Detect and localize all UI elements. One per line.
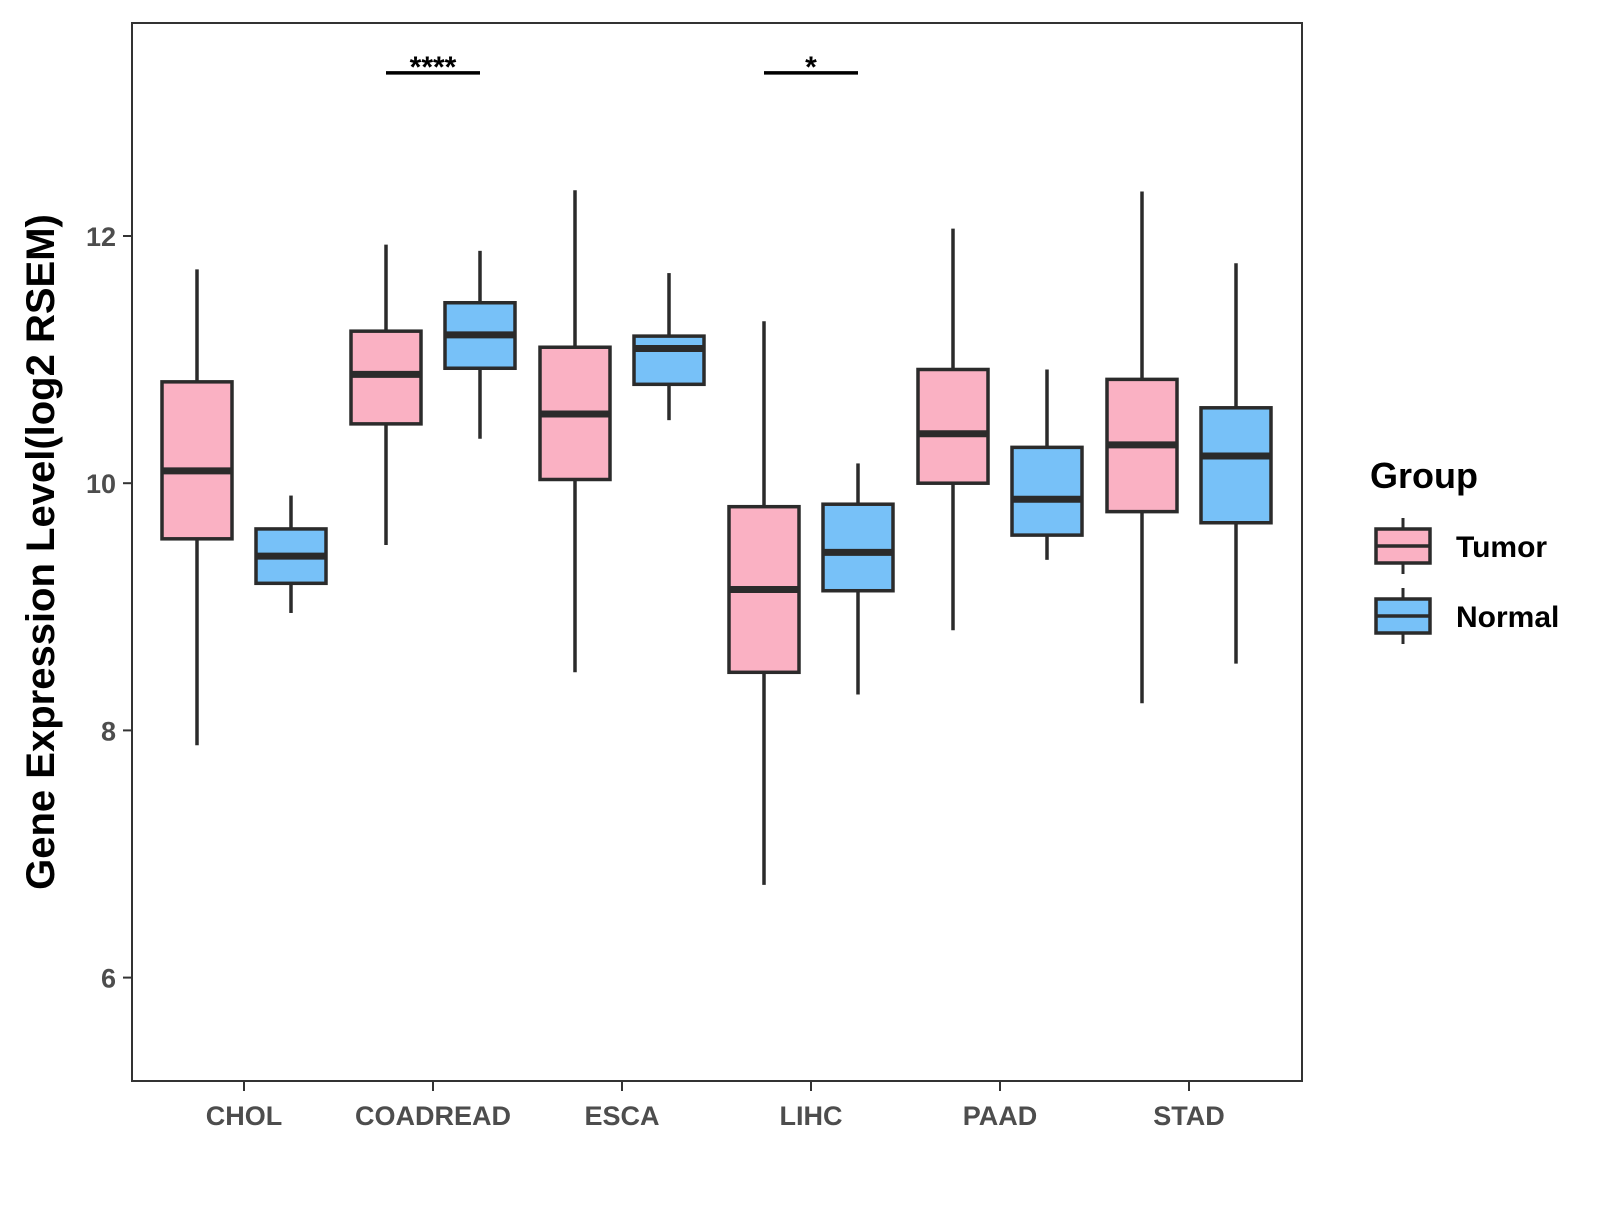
box-normal-paad — [1010, 369, 1084, 560]
legend-label-normal: Normal — [1456, 601, 1559, 634]
box-body — [1010, 445, 1084, 537]
box-tumor-coadread — [349, 244, 423, 545]
box-tumor-stad — [1105, 191, 1179, 704]
legend-key-normal — [1374, 588, 1432, 644]
significance-label: **** — [410, 51, 457, 84]
box-normal-stad — [1199, 263, 1273, 664]
x-tick-label: PAAD — [963, 1101, 1038, 1131]
y-tick-label: 12 — [86, 222, 116, 252]
box-tumor-lihc — [727, 321, 801, 885]
box-normal-lihc — [821, 463, 895, 695]
box-normal-esca — [632, 273, 706, 421]
y-axis: 6 8 10 12 — [86, 222, 132, 994]
box-body — [916, 367, 990, 485]
box-body — [821, 502, 895, 593]
box-normal-chol — [254, 495, 328, 613]
box-tumor-chol — [160, 269, 234, 746]
legend-title: Group — [1370, 455, 1478, 496]
x-axis: CHOL COADREAD ESCA LIHC PAAD STAD — [206, 1081, 1225, 1131]
x-tick-label: COADREAD — [355, 1101, 511, 1131]
x-tick-label: ESCA — [584, 1101, 659, 1131]
x-tick-label: CHOL — [206, 1101, 283, 1131]
box-tumor-paad — [916, 228, 990, 631]
box-normal-coadread — [443, 250, 517, 439]
y-tick-label: 6 — [101, 964, 116, 994]
annotations-layer: **** * — [386, 51, 858, 84]
box-tumor-esca — [538, 190, 612, 673]
box-body — [1199, 406, 1273, 525]
y-tick-label: 10 — [86, 469, 116, 499]
legend-label-tumor: Tumor — [1456, 531, 1547, 564]
x-tick-label: STAD — [1153, 1101, 1225, 1131]
legend-key-tumor — [1374, 518, 1432, 574]
y-axis-title: Gene Expression Level(log2 RSEM) — [19, 214, 63, 890]
y-tick-label: 8 — [101, 716, 116, 746]
significance-label: * — [805, 51, 817, 84]
x-tick-label: LIHC — [780, 1101, 843, 1131]
box-body — [160, 380, 234, 541]
box-body — [632, 334, 706, 387]
boxes-layer — [160, 190, 1273, 885]
legend: Group Tumor Normal — [1370, 455, 1559, 644]
